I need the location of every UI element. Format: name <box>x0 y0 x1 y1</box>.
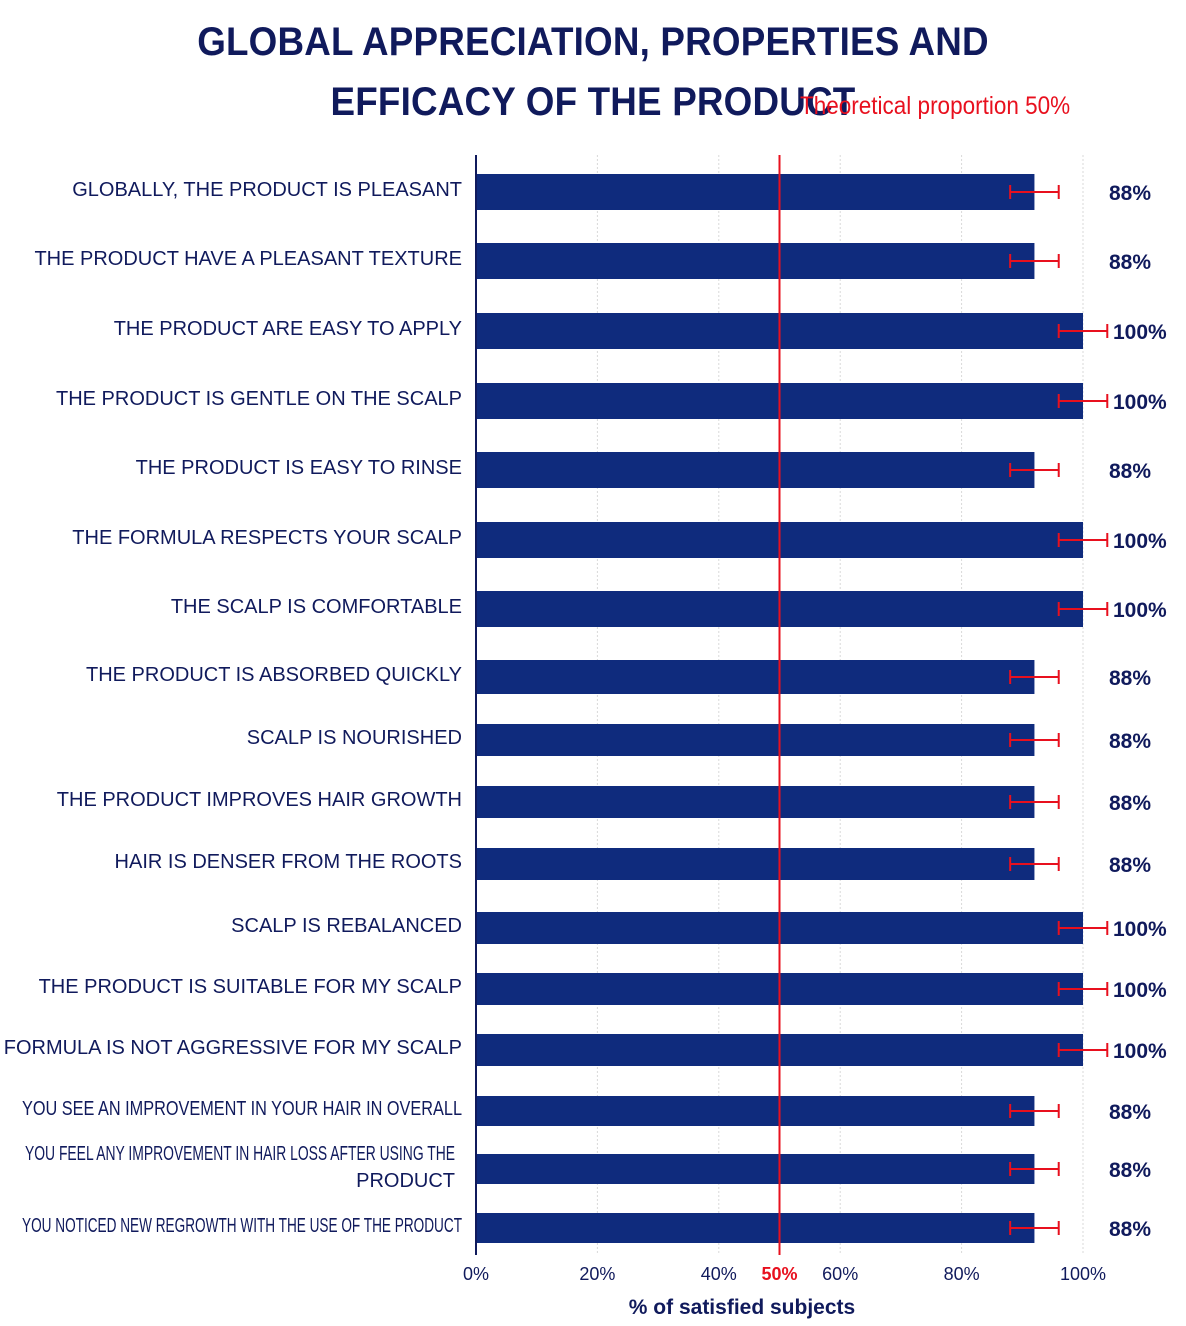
category-label: THE SCALP IS COMFORTABLE <box>171 596 462 618</box>
category-label: THE FORMULA RESPECTS YOUR SCALP <box>72 527 462 549</box>
value-label: 100% <box>1113 530 1167 553</box>
category-label: GLOBALLY, THE PRODUCT IS PLEASANT <box>72 179 462 201</box>
value-label: 100% <box>1113 1040 1167 1063</box>
value-label: 100% <box>1113 979 1167 1002</box>
value-label: 100% <box>1113 599 1167 622</box>
value-label: 88% <box>1109 251 1151 274</box>
value-label: 88% <box>1109 792 1151 815</box>
category-label: YOU FEEL ANY IMPROVEMENT IN HAIR LOSS AF… <box>25 1143 455 1165</box>
value-label: 88% <box>1109 1159 1151 1182</box>
bar <box>476 660 1035 694</box>
value-label: 100% <box>1113 391 1167 414</box>
bar <box>476 243 1035 279</box>
bar <box>476 786 1035 818</box>
value-label: 100% <box>1113 321 1167 344</box>
chart-title: GLOBAL APPRECIATION, PROPERTIES AND EFFI… <box>197 20 989 124</box>
value-label: 88% <box>1109 460 1151 483</box>
reference-tick-label: 50% <box>761 1264 797 1284</box>
category-label: THE PRODUCT ARE EASY TO APPLY <box>114 318 462 340</box>
x-axis-label: % of satisfied subjects <box>629 1296 855 1319</box>
x-tick-label: 60% <box>822 1264 858 1284</box>
value-label: 88% <box>1109 1218 1151 1241</box>
x-tick-label: 100% <box>1060 1264 1106 1284</box>
category-label: SCALP IS NOURISHED <box>247 727 462 749</box>
category-label: THE FORMULA IS NOT AGGRESSIVE FOR MY SCA… <box>0 1037 462 1059</box>
x-tick-label: 80% <box>944 1264 980 1284</box>
category-label: THE PRODUCT IS GENTLE ON THE SCALP <box>56 388 462 410</box>
category-label: YOU SEE AN IMPROVEMENT IN YOUR HAIR IN O… <box>22 1098 462 1120</box>
reference-label: Theoretical proportion 50% <box>800 92 1071 120</box>
category-label: SCALP IS REBALANCED <box>231 915 462 937</box>
value-label: 88% <box>1109 730 1151 753</box>
bar <box>476 1096 1035 1126</box>
category-label: THE PRODUCT IMPROVES HAIR GROWTH <box>57 789 462 811</box>
bar <box>476 452 1035 488</box>
category-label: YOU NOTICED NEW REGROWTH WITH THE USE OF… <box>22 1215 462 1237</box>
bar <box>476 848 1035 880</box>
bar <box>476 174 1035 210</box>
bar <box>476 1213 1035 1243</box>
value-label: 88% <box>1109 1101 1151 1124</box>
value-label: 88% <box>1109 667 1151 690</box>
category-label: HAIR IS DENSER FROM THE ROOTS <box>115 851 462 873</box>
category-label: THE PRODUCT IS EASY TO RINSE <box>136 457 462 479</box>
category-label: PRODUCT <box>356 1170 455 1192</box>
category-label: THE PRODUCT HAVE A PLEASANT TEXTURE <box>34 248 462 270</box>
x-tick-label: 40% <box>701 1264 737 1284</box>
bar <box>476 724 1035 756</box>
value-label: 88% <box>1109 854 1151 877</box>
value-label: 100% <box>1113 918 1167 941</box>
value-label: 88% <box>1109 182 1151 205</box>
bar <box>476 1154 1035 1184</box>
x-tick-label: 0% <box>463 1264 489 1284</box>
category-label: THE PRODUCT IS SUITABLE FOR MY SCALP <box>39 976 462 998</box>
x-tick-label: 20% <box>579 1264 615 1284</box>
category-label: THE PRODUCT IS ABSORBED QUICKLY <box>86 664 462 686</box>
chart-title-wrap: GLOBAL APPRECIATION, PROPERTIES AND EFFI… <box>0 12 1186 132</box>
